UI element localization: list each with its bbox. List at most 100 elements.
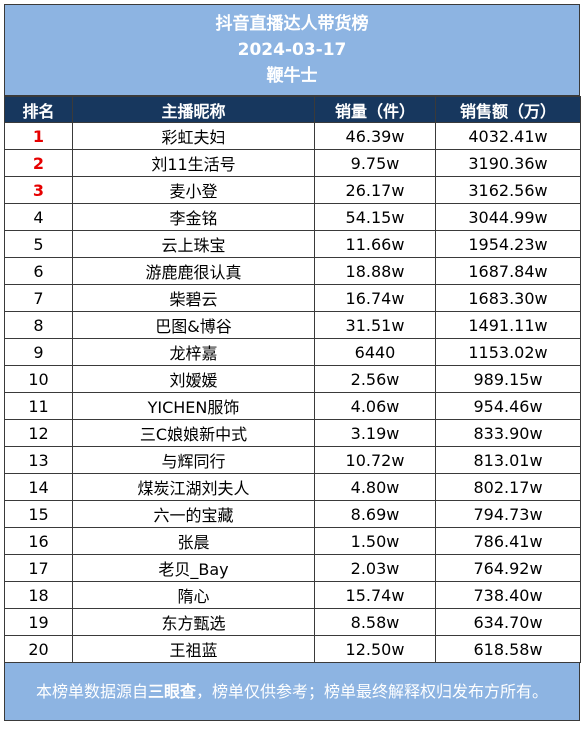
column-header-row: 排名 主播昵称 销量（件） 销售额（万） (4, 96, 581, 123)
revenue-cell: 764.92w (435, 554, 581, 582)
table-row: 10 刘嫒媛 2.56w 989.15w (4, 365, 581, 393)
table-row: 6 游鹿鹿很认真 18.88w 1687.84w (4, 257, 581, 285)
revenue-cell: 1954.23w (435, 230, 581, 258)
sheet-header: 抖音直播达人带货榜 2024-03-17 鞭牛士 (4, 4, 580, 96)
sheet-footer: 本榜单数据源自三眼查，榜单仅供参考；榜单最终解释权归发布方所有。 (4, 663, 580, 721)
sheet-brand: 鞭牛士 (266, 66, 318, 86)
revenue-cell: 786.41w (435, 527, 581, 555)
name-cell: 张晨 (72, 527, 315, 555)
sales-cell: 15.74w (314, 581, 436, 609)
table-row: 18 隋心 15.74w 738.40w (4, 581, 581, 609)
rank-cell: 9 (4, 338, 73, 366)
table-row: 11 YICHEN服饰 4.06w 954.46w (4, 392, 581, 420)
rank-cell: 8 (4, 311, 73, 339)
rank-cell: 5 (4, 230, 73, 258)
column-header-sales: 销量（件） (314, 96, 436, 123)
revenue-cell: 802.17w (435, 473, 581, 501)
table-row: 20 王祖蓝 12.50w 618.58w (4, 635, 581, 663)
name-cell: 隋心 (72, 581, 315, 609)
revenue-cell: 3044.99w (435, 203, 581, 231)
rank-cell: 7 (4, 284, 73, 312)
revenue-cell: 1491.11w (435, 311, 581, 339)
name-cell: 龙梓嘉 (72, 338, 315, 366)
name-cell: 刘嫒媛 (72, 365, 315, 393)
rank-cell: 11 (4, 392, 73, 420)
name-cell: 游鹿鹿很认真 (72, 257, 315, 285)
name-cell: 巴图&博谷 (72, 311, 315, 339)
table-row: 17 老贝_Bay 2.03w 764.92w (4, 554, 581, 582)
name-cell: 刘11生活号 (72, 149, 315, 177)
revenue-cell: 833.90w (435, 419, 581, 447)
rank-cell: 1 (4, 122, 73, 150)
revenue-cell: 3162.56w (435, 176, 581, 204)
rank-cell: 4 (4, 203, 73, 231)
name-cell: 煤炭江湖刘夫人 (72, 473, 315, 501)
table-row: 9 龙梓嘉 6440 1153.02w (4, 338, 581, 366)
sales-cell: 12.50w (314, 635, 436, 663)
name-cell: 云上珠宝 (72, 230, 315, 258)
revenue-cell: 794.73w (435, 500, 581, 528)
name-cell: 东方甄选 (72, 608, 315, 636)
revenue-cell: 1683.30w (435, 284, 581, 312)
sales-cell: 2.56w (314, 365, 436, 393)
table-row: 2 刘11生活号 9.75w 3190.36w (4, 149, 581, 177)
rank-cell: 6 (4, 257, 73, 285)
name-cell: YICHEN服饰 (72, 392, 315, 420)
footer-note: 本榜单数据源自三眼查，榜单仅供参考；榜单最终解释权归发布方所有。 (36, 679, 548, 705)
sales-cell: 54.15w (314, 203, 436, 231)
sales-cell: 1.50w (314, 527, 436, 555)
name-cell: 柴碧云 (72, 284, 315, 312)
name-cell: 老贝_Bay (72, 554, 315, 582)
table-row: 3 麦小登 26.17w 3162.56w (4, 176, 581, 204)
name-cell: 彩虹夫妇 (72, 122, 315, 150)
rank-cell: 14 (4, 473, 73, 501)
rank-cell: 15 (4, 500, 73, 528)
sales-cell: 8.69w (314, 500, 436, 528)
revenue-cell: 738.40w (435, 581, 581, 609)
name-cell: 六一的宝藏 (72, 500, 315, 528)
rank-cell: 13 (4, 446, 73, 474)
sales-cell: 8.58w (314, 608, 436, 636)
table-row: 19 东方甄选 8.58w 634.70w (4, 608, 581, 636)
revenue-cell: 618.58w (435, 635, 581, 663)
table-row: 13 与辉同行 10.72w 813.01w (4, 446, 581, 474)
ranking-sheet: 抖音直播达人带货榜 2024-03-17 鞭牛士 排名 主播昵称 销量（件） 销… (4, 4, 581, 721)
revenue-cell: 4032.41w (435, 122, 581, 150)
ranking-table: 排名 主播昵称 销量（件） 销售额（万） 1 彩虹夫妇 46.39w 4032.41w… (4, 96, 581, 663)
sheet-date: 2024-03-17 (237, 40, 347, 60)
table-row: 1 彩虹夫妇 46.39w 4032.41w (4, 122, 581, 150)
footer-prefix: 本榜单数据源自 (35, 681, 148, 701)
table-row: 16 张晨 1.50w 786.41w (4, 527, 581, 555)
rank-cell: 17 (4, 554, 73, 582)
revenue-cell: 813.01w (435, 446, 581, 474)
ranking-rows: 1 彩虹夫妇 46.39w 4032.41w 2 刘11生活号 9.75w 3190.36w 3… (4, 122, 581, 663)
rank-cell: 10 (4, 365, 73, 393)
name-cell: 麦小登 (72, 176, 315, 204)
sales-cell: 18.88w (314, 257, 436, 285)
rank-cell: 16 (4, 527, 73, 555)
name-cell: 三C娘娘新中式 (72, 419, 315, 447)
sales-cell: 2.03w (314, 554, 436, 582)
sales-cell: 26.17w (314, 176, 436, 204)
sales-cell: 31.51w (314, 311, 436, 339)
revenue-cell: 989.15w (435, 365, 581, 393)
table-row: 7 柴碧云 16.74w 1683.30w (4, 284, 581, 312)
sales-cell: 9.75w (314, 149, 436, 177)
sales-cell: 4.80w (314, 473, 436, 501)
sales-cell: 16.74w (314, 284, 436, 312)
column-header-name: 主播昵称 (72, 96, 315, 123)
table-row: 8 巴图&博谷 31.51w 1491.11w (4, 311, 581, 339)
sales-cell: 46.39w (314, 122, 436, 150)
sales-cell: 4.06w (314, 392, 436, 420)
name-cell: 王祖蓝 (72, 635, 315, 663)
footer-source: 三眼查 (147, 681, 196, 701)
revenue-cell: 3190.36w (435, 149, 581, 177)
sales-cell: 3.19w (314, 419, 436, 447)
rank-cell: 18 (4, 581, 73, 609)
rank-cell: 3 (4, 176, 73, 204)
sheet-title: 抖音直播达人带货榜 (215, 14, 369, 34)
footer-suffix: ，榜单仅供参考；榜单最终解释权归发布方所有。 (196, 681, 549, 701)
sales-cell: 11.66w (314, 230, 436, 258)
table-row: 4 李金铭 54.15w 3044.99w (4, 203, 581, 231)
rank-cell: 12 (4, 419, 73, 447)
